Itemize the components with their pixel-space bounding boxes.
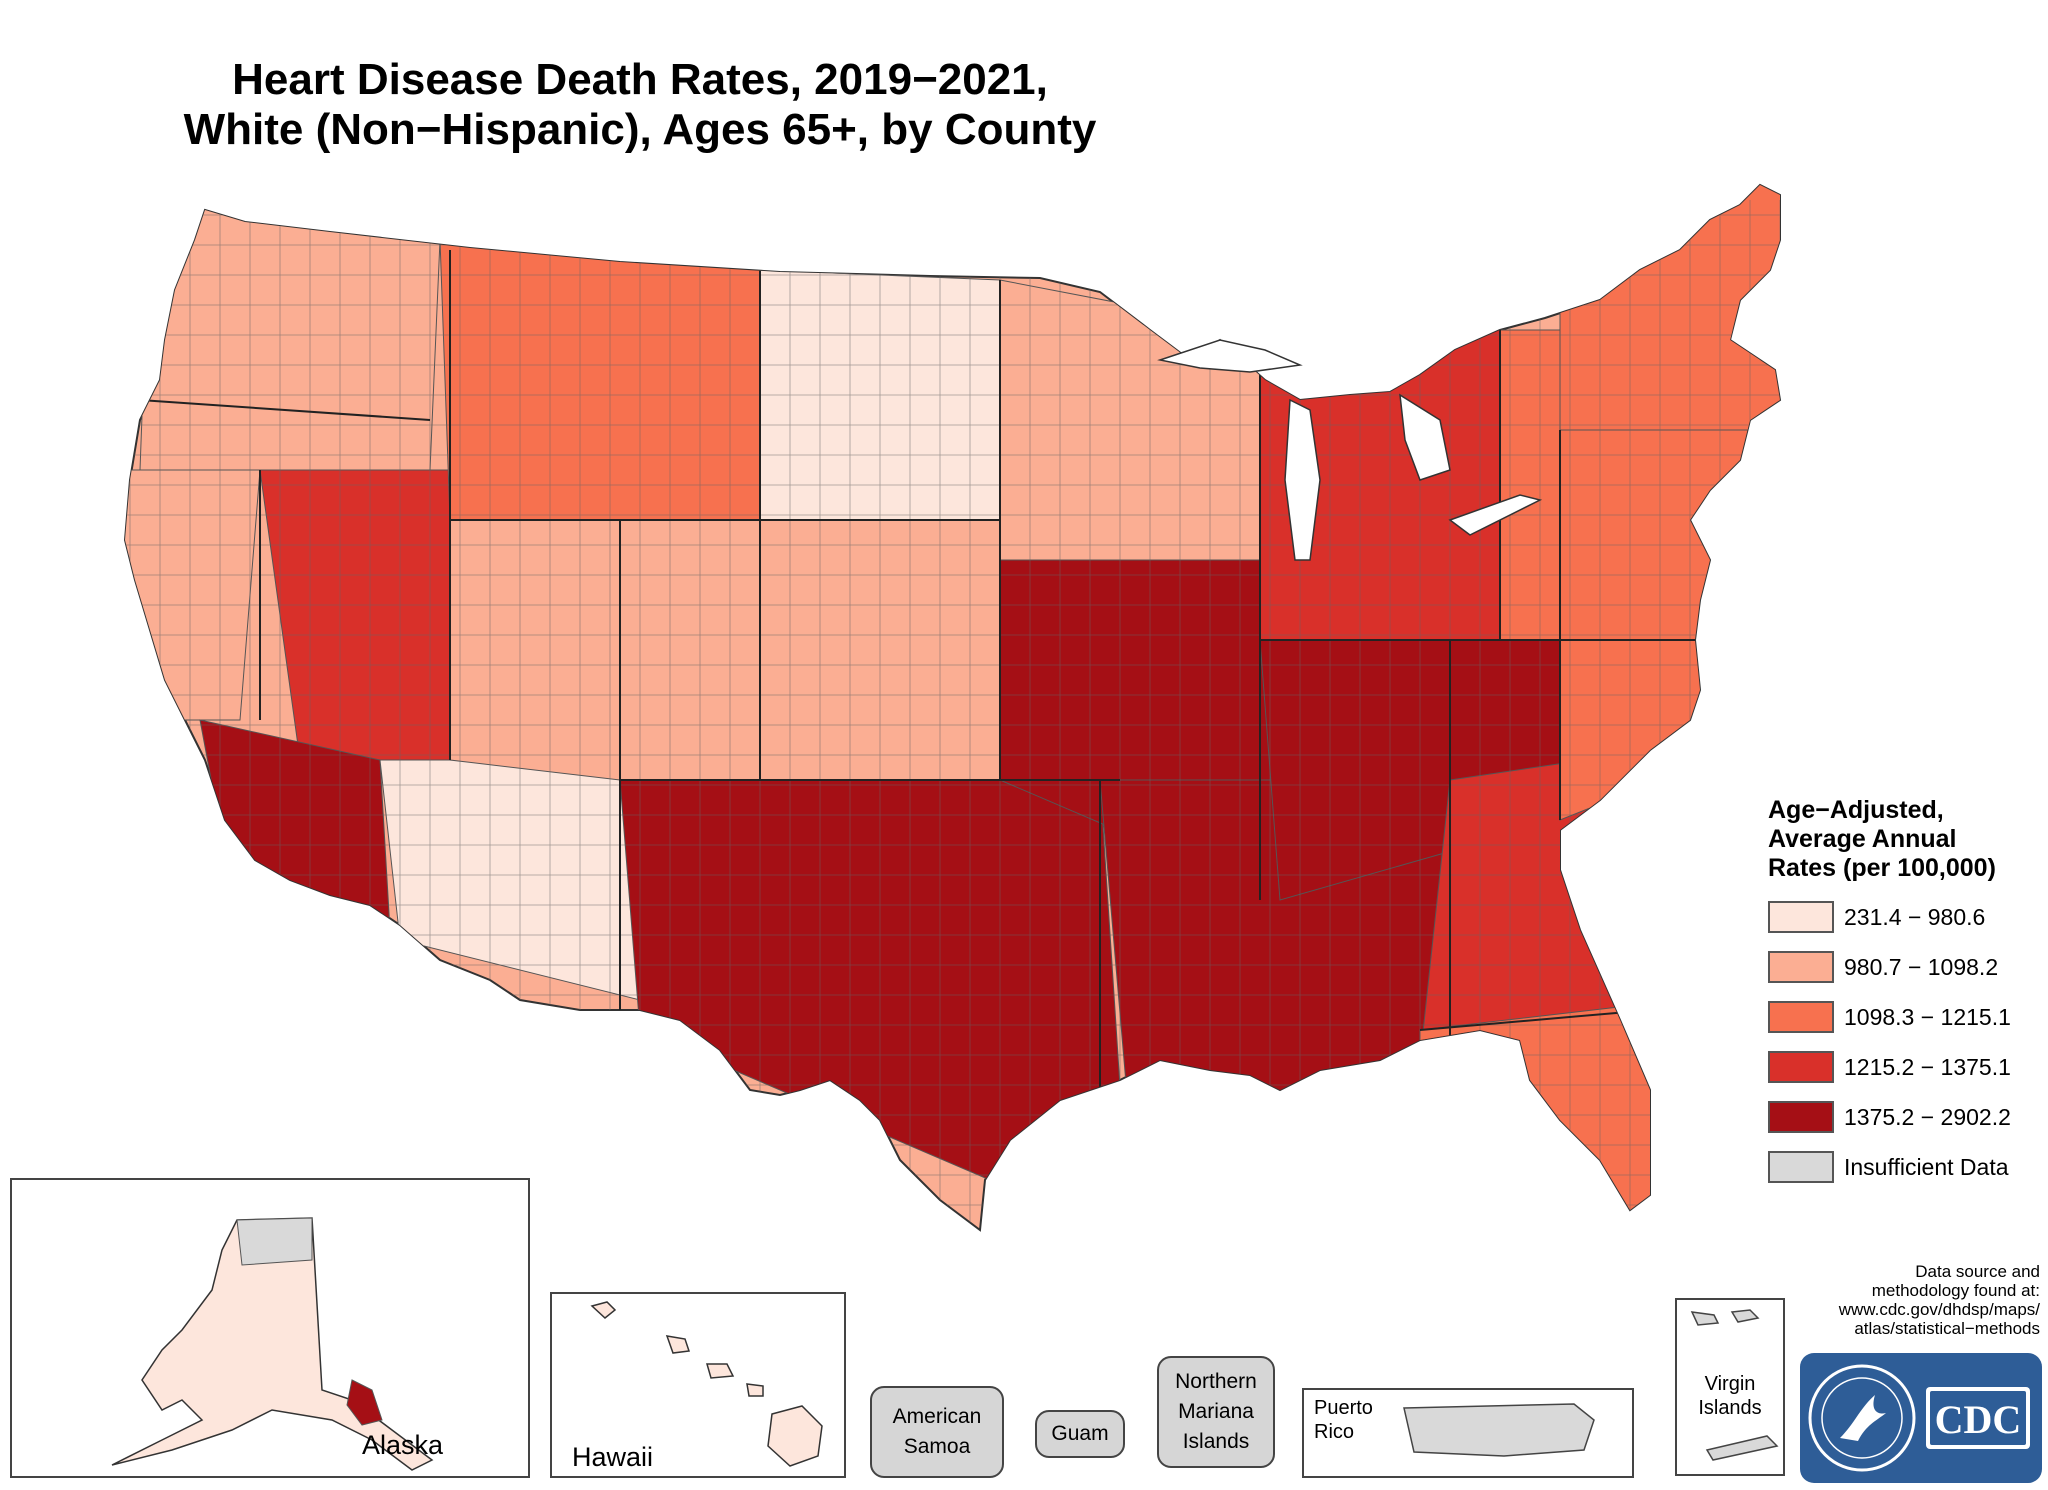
- source-line4: atlas/statistical−methods: [1854, 1319, 2040, 1338]
- virgin-islands-shape: [1690, 1309, 1779, 1461]
- legend-label: 980.7 − 1098.2: [1844, 954, 1999, 980]
- virgin-islands-label: Virgin Islands: [1698, 1373, 1762, 1419]
- alaska-label: Alaska: [362, 1430, 444, 1460]
- legend-swatch: [1768, 1151, 1834, 1183]
- legend-item: 231.4 − 980.6: [1768, 897, 2048, 947]
- alaska-insufficient-data: [236, 1217, 313, 1266]
- lake-huron: [1399, 393, 1451, 481]
- legend-swatch: [1768, 951, 1834, 983]
- legend-item: 980.7 − 1098.2: [1768, 947, 2048, 997]
- hawaii-inset: Hawaii: [550, 1292, 846, 1478]
- region-southern-plains: [619, 779, 1131, 1230]
- legend-swatch: [1768, 1051, 1834, 1083]
- legend-label: Insufficient Data: [1844, 1154, 2009, 1180]
- legend-item: Insufficient Data: [1768, 1147, 2048, 1197]
- american-samoa-badge: American Samoa: [870, 1386, 1004, 1478]
- legend-swatch: [1768, 1001, 1834, 1033]
- data-source-note: Data source and methodology found at: ww…: [1780, 1262, 2040, 1338]
- region-new-england: [1559, 185, 1780, 431]
- hawaii-label: Hawaii: [572, 1442, 654, 1472]
- hhs-seal-icon: [1808, 1364, 1916, 1472]
- county-grid: [125, 200, 1780, 1230]
- hhs-eagle-icon: [1840, 1395, 1886, 1441]
- puerto-rico-shape: [1403, 1403, 1595, 1457]
- legend-label: 1098.3 − 1215.1: [1844, 1004, 2011, 1030]
- lake-michigan: [1284, 398, 1321, 561]
- lake-erie: [1448, 494, 1543, 536]
- legend-title-line2: Average Annual: [1768, 825, 1957, 853]
- alaska-high-rate-area: [346, 1379, 383, 1426]
- legend-label: 1375.2 − 2902.2: [1844, 1104, 2011, 1130]
- legend-swatch: [1768, 1101, 1834, 1133]
- source-line3: www.cdc.gov/dhdsp/maps/: [1838, 1300, 2040, 1319]
- legend-item: 1098.3 − 1215.1: [1768, 997, 2048, 1047]
- legend-title-line3: Rates (per 100,000): [1768, 854, 1996, 882]
- legend-title: Age−Adjusted, Average Annual Rates (per …: [1768, 796, 2048, 883]
- region-desert-southwest: [379, 759, 641, 1001]
- map-legend: Age−Adjusted, Average Annual Rates (per …: [1768, 796, 2048, 1197]
- legend-title-line1: Age−Adjusted,: [1768, 796, 1944, 824]
- map-title-line2: White (Non−Hispanic), Ages 65+, by Count…: [183, 105, 1097, 154]
- legend-swatch: [1768, 901, 1834, 933]
- legend-label: 1215.2 − 1375.1: [1844, 1054, 2011, 1080]
- puerto-rico-inset: Puerto Rico: [1302, 1388, 1634, 1478]
- alaska-inset: Alaska: [10, 1178, 530, 1478]
- region-upper-midwest: [999, 279, 1261, 561]
- source-line1: Data source and: [1915, 1262, 2040, 1281]
- map-title-line1: Heart Disease Death Rates, 2019−2021,: [232, 55, 1048, 104]
- lake-superior: [1157, 339, 1303, 373]
- virgin-islands-inset: Virgin Islands: [1675, 1298, 1785, 1476]
- source-line2: methodology found at:: [1871, 1281, 2040, 1300]
- legend-item: 1215.2 − 1375.1: [1768, 1047, 2048, 1097]
- hawaii-islands: [590, 1301, 823, 1467]
- legend-item: 1375.2 − 2902.2: [1768, 1097, 2048, 1147]
- northern-mariana-badge: Northern Mariana Islands: [1157, 1356, 1275, 1468]
- cdc-wordmark: CDC: [1935, 1397, 2022, 1442]
- legend-label: 231.4 − 980.6: [1844, 904, 1986, 930]
- guam-badge: Guam: [1035, 1410, 1125, 1458]
- region-northern-rockies: [439, 239, 761, 521]
- cdc-logo: CDC: [1800, 1353, 2042, 1483]
- puerto-rico-label: Puerto Rico: [1314, 1397, 1373, 1443]
- state-borders: [139, 250, 1700, 1100]
- region-central-plains: [449, 519, 1001, 781]
